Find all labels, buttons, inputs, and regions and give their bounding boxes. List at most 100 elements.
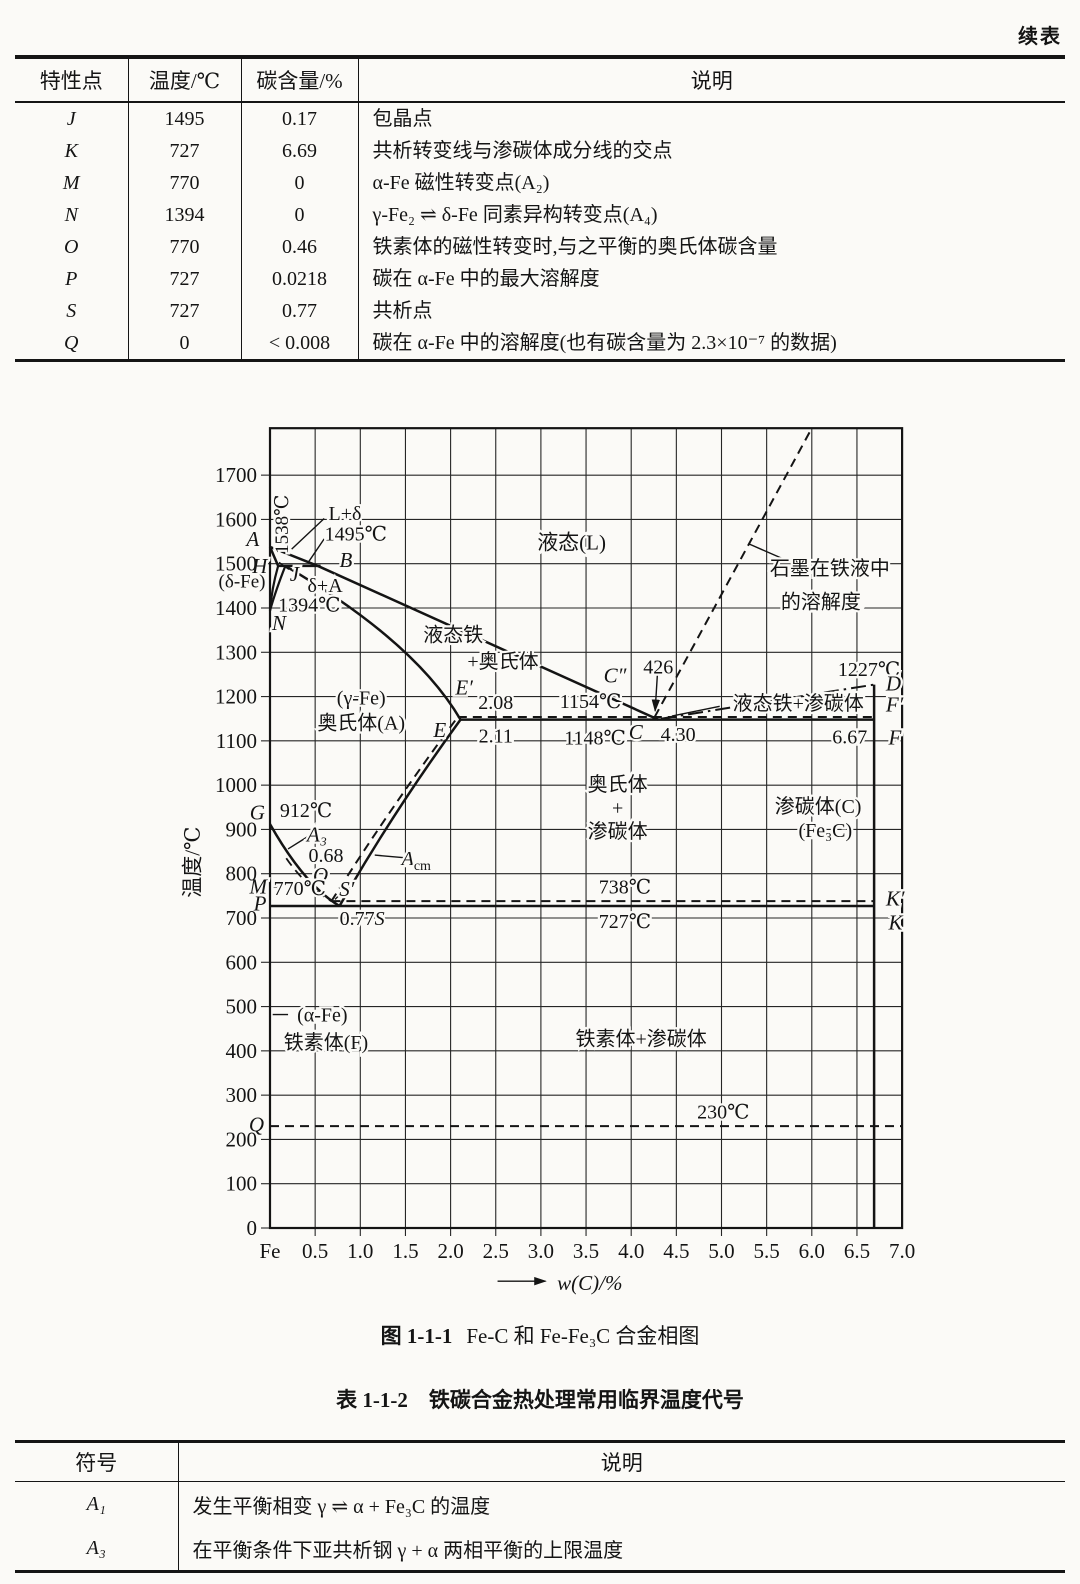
temperature-cell: 727 — [128, 135, 242, 167]
table-header-row: 符号 说明 — [15, 1441, 1065, 1482]
chart-label: F′ — [885, 693, 904, 717]
chart-label: E′ — [454, 676, 473, 700]
table-row: A₁ 发生平衡相变 γ ⇌ α + Fe₃C 的温度 — [15, 1481, 1065, 1526]
chart-label: 2.11 — [479, 726, 513, 748]
y-tick-label: 1400 — [215, 596, 257, 620]
chart-label: C″ — [604, 663, 627, 687]
leader-Acm — [374, 854, 406, 859]
phase-line-solidus-JE — [284, 564, 462, 721]
table-row: N 1394 0 γ-Fe₂ ⇌ δ-Fe 同素异构转变点(A₄) — [15, 199, 1065, 231]
y-tick-label: 600 — [226, 950, 258, 974]
chart-label: 铁素体(F) — [284, 1031, 368, 1054]
chart-label: 石墨在铁液中 — [770, 557, 890, 580]
carbon-cell: 0 — [241, 167, 359, 199]
x-tick-label: 0.5 — [302, 1239, 328, 1263]
continued-table-label: 续表 — [1018, 26, 1062, 48]
header-temperature: 温度/℃ — [128, 57, 242, 103]
chart-label: w(C)/% — [557, 1271, 622, 1295]
table-header-row: 特性点 温度/℃ 碳含量/% 说明 — [15, 57, 1065, 103]
x-tick-label: 5.0 — [708, 1239, 734, 1263]
y-tick-label: 1000 — [215, 773, 257, 797]
chart-label: E — [432, 718, 446, 742]
leader-J — [278, 561, 290, 571]
header-carbon: 碳含量/% — [241, 57, 359, 103]
chart-label: 230℃ — [697, 1102, 749, 1124]
chart-label: 液态(L) — [537, 530, 606, 554]
chart-label: 2.08 — [478, 692, 513, 714]
header-point: 特性点 — [15, 57, 129, 103]
chart-label: H — [251, 554, 269, 578]
chart-label: A₃ — [305, 823, 327, 847]
table1-body: J 1495 0.17 包晶点 K 727 6.69 共析转变线与渗碳体成分线的… — [15, 102, 1065, 361]
y-tick-label: 400 — [226, 1039, 258, 1063]
chart-label: 1394℃ — [278, 594, 340, 616]
symbol-cell: A₃ — [15, 1526, 179, 1572]
temperature-cell: 1495 — [128, 102, 242, 135]
header-symbol: 符号 — [15, 1441, 179, 1482]
carbon-cell: 0.46 — [241, 231, 359, 263]
table-row: Q 0 < 0.008 碳在 α-Fe 中的溶解度(也有碳含量为 2.3×10⁻… — [15, 327, 1065, 361]
chart-label: O — [313, 863, 328, 887]
leader-liquid-cementite-label — [671, 705, 720, 717]
temperature-cell: 1394 — [128, 199, 242, 231]
phase-line-Acm-graphite-dashed — [330, 716, 459, 902]
symbol-cell: A₁ — [15, 1481, 179, 1526]
x-tick-label: 1.0 — [347, 1239, 373, 1263]
phase-line-boundary-JN — [268, 565, 287, 611]
chart-label: 0.77S — [340, 908, 385, 930]
point-cell: Q — [15, 327, 129, 361]
chart-label: 液态铁+渗碳体 — [733, 692, 864, 715]
table-row: A₃ 在平衡条件下亚共析钢 γ + α 两相平衡的上限温度 — [15, 1526, 1065, 1572]
y-tick-label: 700 — [226, 906, 258, 930]
carbon-cell: < 0.008 — [241, 327, 359, 361]
y-tick-label: 1500 — [215, 552, 257, 576]
table-row: O 770 0.46 铁素体的磁性转变时,与之平衡的奥氏体碳含量 — [15, 231, 1065, 263]
chart-label: S′ — [339, 877, 355, 901]
y-tick-label: 1700 — [215, 463, 257, 487]
chart-label: B — [339, 548, 352, 572]
chart-label: 6.67 — [832, 726, 867, 748]
x-tick-label: 7.0 — [889, 1239, 915, 1263]
table-row: K 727 6.69 共析转变线与渗碳体成分线的交点 — [15, 135, 1065, 167]
y-tick-label: 800 — [226, 862, 258, 886]
point-cell: N — [15, 199, 129, 231]
carbon-cell: 0.77 — [241, 295, 359, 327]
x-tick-label: 4.0 — [618, 1239, 644, 1263]
chart-label: 渗碳体(C) — [775, 795, 862, 818]
y-tick-label: 0 — [247, 1216, 258, 1240]
carbon-cell: 0.0218 — [241, 263, 359, 295]
x-tick-label: Fe — [260, 1239, 281, 1263]
chart-label: C — [629, 720, 644, 744]
chart-label: (Fe₃C) — [799, 820, 853, 842]
chart-label: 奥氏体(A) — [317, 711, 405, 734]
x-tick-label: 3.5 — [573, 1239, 599, 1263]
leader-L-delta — [291, 518, 325, 550]
chart-label: + — [612, 797, 623, 819]
chart-label: 1148℃ — [564, 727, 626, 749]
temperature-cell: 770 — [128, 231, 242, 263]
chart-label: Acm — [400, 848, 431, 874]
y-tick-label: 100 — [226, 1172, 258, 1196]
description-cell: 碳在 α-Fe 中的溶解度(也有碳含量为 2.3×10⁻⁷ 的数据) — [372, 332, 837, 354]
chart-label: F — [888, 725, 902, 749]
header-description: 说明 — [358, 57, 1065, 103]
x-tick-label: 4.5 — [663, 1239, 689, 1263]
chart-label: 1227℃ — [838, 659, 900, 681]
chart-label: A — [244, 527, 259, 551]
description-cell: γ-Fe₂ ⇌ δ-Fe 同素异构转变点(A₄) — [372, 204, 658, 226]
chart-label: 1495℃ — [325, 524, 387, 546]
point-cell: O — [15, 231, 129, 263]
temperature-cell: 727 — [128, 263, 242, 295]
x-tick-label: 1.5 — [392, 1239, 418, 1263]
temperature-cell: 770 — [128, 167, 242, 199]
y-tick-label: 1600 — [215, 507, 257, 531]
chart-label: 727℃ — [599, 911, 651, 933]
phase-line-Fe3C-liquidus-CD — [660, 683, 875, 720]
figure-caption: 图 1-1-1 Fe-C 和 Fe-Fe₃C 合金相图 — [0, 1320, 1080, 1350]
temperature-cell: 0 — [128, 327, 242, 361]
chart-label: 738℃ — [599, 877, 651, 899]
chart-label: 温度/℃ — [181, 826, 205, 897]
carbon-cell: 0 — [241, 199, 359, 231]
phase-line-Acm-SE — [338, 718, 462, 907]
leader-426-arrow — [651, 674, 661, 713]
